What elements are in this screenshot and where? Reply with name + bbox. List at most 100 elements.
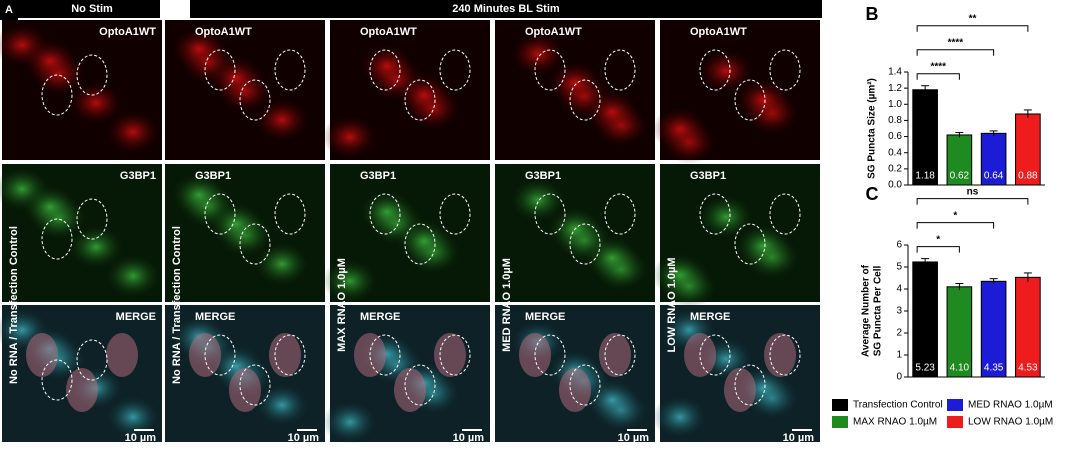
- cell-signal: [510, 32, 566, 76]
- bar: [946, 286, 973, 378]
- value-label: 4.53: [1018, 363, 1038, 374]
- cell-signal: [105, 254, 161, 298]
- y-axis-label: SG Puncta Per Cell: [873, 265, 884, 356]
- cell-signal: [698, 195, 754, 239]
- y-tick-label: 1: [896, 350, 902, 361]
- cell-nucleus: [724, 368, 756, 412]
- cell-signal: [22, 185, 78, 229]
- significance-label: ns: [967, 186, 979, 197]
- group-title: No Stim: [71, 3, 113, 15]
- cell-signal: [652, 395, 708, 439]
- cell-signal: [208, 56, 264, 100]
- y-tick-label: 2: [896, 328, 902, 339]
- cell-outline: [699, 334, 731, 376]
- cell-signal: [359, 190, 415, 234]
- bar: [980, 132, 1007, 186]
- scale-bar-label: 10 µm: [783, 432, 815, 444]
- cell-outline: [239, 364, 271, 406]
- y-tick-label: 0: [896, 372, 902, 383]
- cell-outline: [569, 223, 601, 265]
- cell-outline: [734, 79, 766, 121]
- cell-outline: [569, 79, 601, 121]
- cell-outline: [699, 49, 731, 91]
- value-label: 0.62: [950, 171, 970, 182]
- bar: [980, 280, 1007, 378]
- significance-label: ****: [948, 37, 964, 48]
- cell-signal: [105, 110, 161, 154]
- channel-label: OptoA1WT: [525, 26, 582, 38]
- panel-label: C: [866, 184, 879, 204]
- cell-outline: [239, 79, 271, 121]
- significance-bracket: [916, 246, 960, 253]
- cell-outline: [604, 334, 636, 376]
- cell-outline: [604, 193, 636, 235]
- value-label: 0.64: [984, 171, 1004, 182]
- condition-label: MED RNAO 1.0µM: [501, 258, 513, 352]
- y-tick-label: 1.4: [888, 67, 902, 78]
- cell-signal: [68, 225, 124, 269]
- cell-outline: [769, 49, 801, 91]
- bar: [912, 89, 938, 186]
- y-tick-label: 1.2: [888, 83, 902, 94]
- significance-bracket: [916, 49, 995, 56]
- cell-outline: [274, 193, 306, 235]
- cell-signal: [359, 44, 415, 88]
- cell-outline: [404, 364, 436, 406]
- legend-swatch: [832, 416, 848, 428]
- legend-label: MED RNAO 1.0µM: [968, 400, 1053, 411]
- cell-nucleus: [394, 368, 426, 412]
- channel-label: OptoA1WT: [195, 26, 252, 38]
- cell-signal: [584, 90, 640, 134]
- significance-label: **: [969, 13, 977, 24]
- cell-outline: [41, 359, 73, 401]
- cell-nucleus: [434, 333, 466, 377]
- y-tick-label: 1.0: [888, 99, 902, 110]
- y-tick-label: 3: [896, 306, 902, 317]
- cell-signal: [698, 49, 754, 93]
- cell-signal: [322, 259, 378, 303]
- cell-signal: [510, 178, 566, 222]
- value-label: 0.88: [1018, 171, 1038, 182]
- y-tick-label: 0.8: [888, 115, 902, 126]
- channel-label: MERGE: [195, 311, 235, 323]
- group-title: 240 Minutes BL Stim: [452, 3, 560, 15]
- legend-label: Transfection Control: [853, 400, 943, 411]
- cell-signal: [322, 115, 378, 159]
- y-tick-label: 0.4: [888, 147, 902, 158]
- cell-signal: [22, 39, 78, 83]
- channel-label: G3BP1: [360, 170, 396, 182]
- cell-nucleus: [559, 368, 591, 412]
- value-label: 4.35: [984, 363, 1004, 374]
- cell-signal: [547, 61, 603, 105]
- cell-outline: [204, 49, 236, 91]
- cell-nucleus: [66, 368, 98, 412]
- bar: [1015, 276, 1041, 378]
- bar: [946, 134, 973, 186]
- value-label: 4.10: [950, 363, 970, 374]
- cell-outline: [534, 193, 566, 235]
- scale-bar-label: 10 µm: [618, 432, 650, 444]
- cell-outline: [699, 193, 731, 235]
- y-axis-label: SG Puncta Size (µm²): [867, 78, 878, 179]
- cell-outline: [41, 74, 73, 116]
- micrographs: OptoA1WT G3BP1 MERGE 10 µm No RNA / Transfec…: [0, 20, 820, 444]
- legend-swatch: [947, 399, 963, 411]
- cell-signal: [396, 219, 452, 263]
- cell-outline: [769, 193, 801, 235]
- cell-nucleus: [269, 333, 301, 377]
- significance-label: *: [936, 234, 940, 245]
- cell-signal: [396, 73, 452, 117]
- cell-outline: [239, 223, 271, 265]
- cell-signal: [68, 81, 124, 125]
- cell-outline: [534, 334, 566, 376]
- channel-label: OptoA1WT: [360, 26, 417, 38]
- condition-label: No RNA / Transfection Control: [8, 226, 20, 384]
- significance-label: *: [953, 210, 957, 221]
- cell-nucleus: [189, 333, 221, 377]
- channel-label: G3BP1: [690, 170, 726, 182]
- cell-outline: [76, 339, 108, 381]
- cell-outline: [274, 49, 306, 91]
- cell-signal: [584, 236, 640, 280]
- cell-nucleus: [684, 333, 716, 377]
- cell-nucleus: [229, 368, 261, 412]
